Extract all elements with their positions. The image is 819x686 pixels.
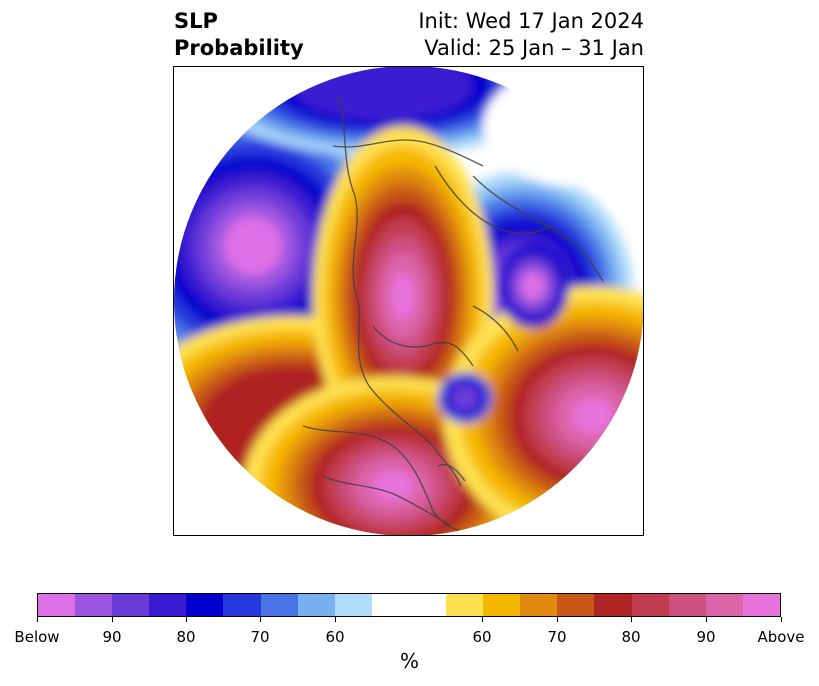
labrador-core-region — [451, 385, 479, 411]
colorbar-tick-mark — [706, 617, 707, 622]
colorbar-tick-label: 80 — [621, 628, 641, 646]
colorbar-segment — [557, 594, 595, 616]
colorbar-segment — [446, 594, 484, 616]
map-title: SLP Probability — [174, 8, 304, 62]
colorbar-segment — [371, 594, 447, 616]
colorbar-tick-label: 80 — [176, 628, 196, 646]
colorbar-segment — [483, 594, 521, 616]
probability-map — [173, 66, 644, 536]
coastline — [434, 165, 554, 235]
coastline — [437, 464, 466, 482]
coastline — [372, 325, 474, 367]
colorbar-tick-label: Below — [14, 628, 60, 646]
probability-field — [174, 66, 644, 536]
colorbar-segment — [297, 594, 335, 616]
colorbar-tick-mark — [557, 617, 558, 622]
arctic-high-region — [390, 272, 416, 320]
colorbar-tick-mark — [112, 617, 113, 622]
colorbar-segment — [520, 594, 558, 616]
north-america-high-region — [372, 470, 414, 502]
colorbar-segment — [742, 594, 780, 616]
colorbar-tick-mark — [482, 617, 483, 622]
colorbar-segment — [186, 594, 224, 616]
title-line-2: Probability — [174, 36, 304, 60]
colorbar — [37, 593, 781, 617]
colorbar-segment — [334, 594, 372, 616]
colorbar-tick-label: 90 — [102, 628, 122, 646]
colorbar-segment — [668, 594, 706, 616]
colorbar-tick-label: Above — [757, 628, 805, 646]
colorbar-tick-mark — [631, 617, 632, 622]
coastline — [302, 425, 474, 536]
coastline — [472, 305, 519, 352]
coastline — [472, 175, 604, 282]
colorbar-tick-label: 60 — [472, 628, 492, 646]
colorbar-tick-mark — [37, 617, 38, 622]
colorbar-segment — [149, 594, 187, 616]
colorbar-unit: % — [399, 649, 419, 673]
colorbar-segment — [594, 594, 632, 616]
valid-range: Valid: 25 Jan – 31 Jan — [424, 36, 644, 60]
colorbar-segment — [112, 594, 150, 616]
title-line-1: SLP — [174, 9, 218, 33]
colorbar-segment — [705, 594, 743, 616]
coastline — [332, 139, 484, 167]
coastline — [368, 385, 462, 487]
colorbar-segment — [223, 594, 261, 616]
colorbar-segment — [38, 594, 76, 616]
colorbar-tick-label: 70 — [250, 628, 270, 646]
map-border — [173, 66, 644, 536]
colorbar-tick-label: 70 — [547, 628, 567, 646]
europe-core-region — [521, 272, 545, 300]
colorbar-segment — [631, 594, 669, 616]
colorbar-segment — [75, 594, 113, 616]
colorbar-tick-label: 60 — [325, 628, 345, 646]
colorbar-tick-mark — [335, 617, 336, 622]
colorbar-tick-mark — [781, 617, 782, 622]
colorbar-tick-label: 90 — [696, 628, 716, 646]
colorbar-tick-mark — [260, 617, 261, 622]
init-date: Init: Wed 17 Jan 2024 — [418, 9, 644, 33]
map-svg — [173, 66, 644, 536]
forecast-dates: Init: Wed 17 Jan 2024 Valid: 25 Jan – 31… — [418, 8, 644, 62]
atlantic-high-region — [572, 397, 614, 435]
coastline — [322, 475, 452, 527]
colorbar-segment — [260, 594, 298, 616]
pacific-low-region — [223, 216, 283, 276]
colorbar-tick-mark — [186, 617, 187, 622]
coastline — [337, 95, 370, 387]
